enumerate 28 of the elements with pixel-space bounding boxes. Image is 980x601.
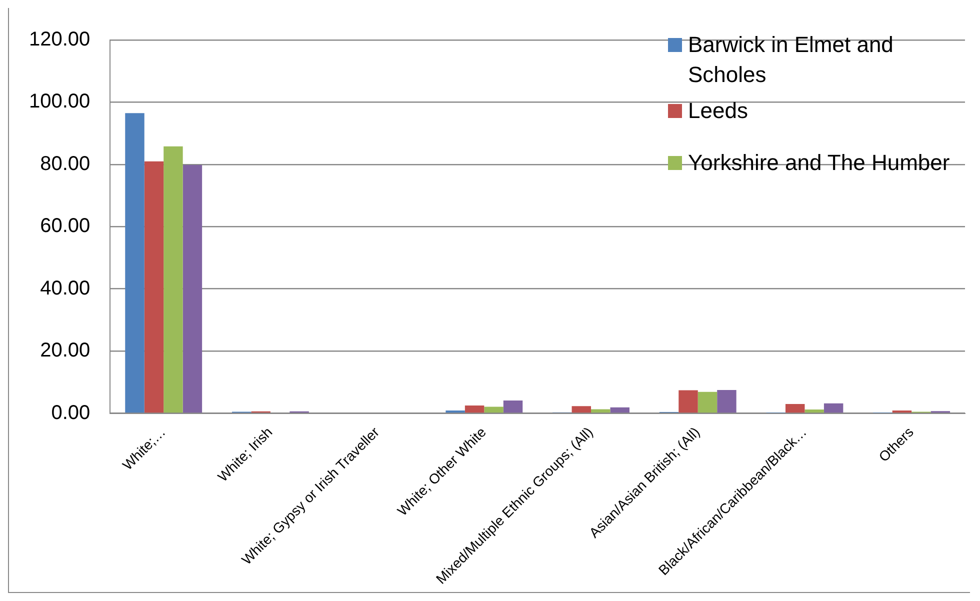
y-tick-label: 100.00: [29, 90, 90, 113]
bar: [503, 400, 523, 413]
bar: [804, 410, 824, 413]
bar: [446, 410, 465, 413]
bar: [591, 409, 610, 413]
bar: [892, 410, 912, 413]
bar: [182, 165, 202, 413]
legend-label: Leeds: [688, 97, 748, 125]
bar: [717, 390, 736, 413]
legend-label: Barwick in Elmet and Scholes: [688, 31, 894, 89]
y-tick-label: 0.00: [51, 402, 90, 424]
bar: [484, 406, 504, 413]
bar: [678, 390, 698, 413]
bar: [464, 406, 484, 413]
legend-label: Yorkshire and The Humber: [688, 149, 950, 177]
bar: [164, 146, 183, 413]
y-tick-label: 80.00: [40, 152, 90, 175]
bar: [824, 403, 844, 413]
y-tick-label: 40.00: [40, 277, 90, 300]
bar: [125, 113, 144, 413]
y-tick-label: 20.00: [40, 340, 90, 362]
bar: [144, 161, 164, 413]
y-tick-label: 60.00: [40, 215, 90, 238]
y-tick-label: 120.00: [29, 28, 90, 51]
bar: [610, 407, 630, 413]
bar: [698, 392, 718, 413]
bar: [572, 406, 592, 413]
bar: [785, 404, 805, 413]
